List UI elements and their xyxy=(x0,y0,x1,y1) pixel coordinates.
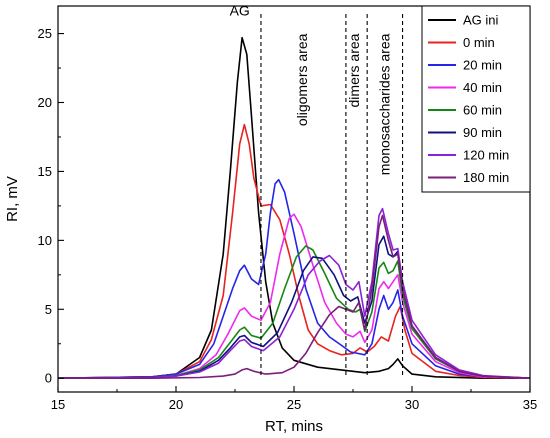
region-label-0: AG xyxy=(230,3,250,19)
legend-label-6: 120 min xyxy=(463,148,509,163)
region-labels: AG oligomers area dimers area monosaccharid… xyxy=(230,3,393,176)
legend-label-0: AG ini xyxy=(463,13,499,28)
y-tick-label-3: 15 xyxy=(38,164,52,179)
x-tick-label-0: 15 xyxy=(51,397,65,412)
region-divider-lines xyxy=(260,14,404,378)
series-line-4 xyxy=(57,245,531,379)
series-line-0 xyxy=(57,36,530,379)
x-tick-label-2: 25 xyxy=(287,397,301,412)
legend-label-2: 20 min xyxy=(463,58,502,73)
x-tick-label-4: 35 xyxy=(523,397,537,412)
legend-label-7: 180 min xyxy=(463,170,509,185)
y-tick-label-4: 20 xyxy=(38,95,52,110)
region-label-3: monosaccharides area xyxy=(377,33,393,175)
series-lines xyxy=(57,36,531,379)
legend-label-3: 40 min xyxy=(463,80,502,95)
legend-label-4: 60 min xyxy=(463,103,502,118)
y-axis-ticks: 0 5 10 15 20 25 xyxy=(38,26,64,386)
y-tick-label-2: 10 xyxy=(38,233,52,248)
region-label-1: oligomers area xyxy=(294,33,310,126)
y-tick-label-0: 0 xyxy=(45,371,52,386)
y-tick-label-1: 5 xyxy=(45,302,52,317)
x-axis-title: RT, mins xyxy=(265,418,323,435)
x-tick-label-1: 20 xyxy=(169,397,183,412)
x-tick-label-3: 30 xyxy=(405,397,419,412)
series-line-6 xyxy=(57,207,531,379)
series-line-2 xyxy=(57,178,531,379)
legend: AG ini 0 min 20 min 40 min 60 min 90 min 120 m… xyxy=(421,5,531,193)
x-axis-ticks: 15 20 25 30 35 xyxy=(51,386,537,412)
legend-box xyxy=(421,5,531,193)
y-tick-label-5: 25 xyxy=(38,26,52,41)
legend-label-5: 90 min xyxy=(463,125,502,140)
legend-label-1: 0 min xyxy=(463,35,495,50)
y-axis-title: RI, mV xyxy=(4,176,21,222)
region-label-2: dimers area xyxy=(346,33,362,107)
